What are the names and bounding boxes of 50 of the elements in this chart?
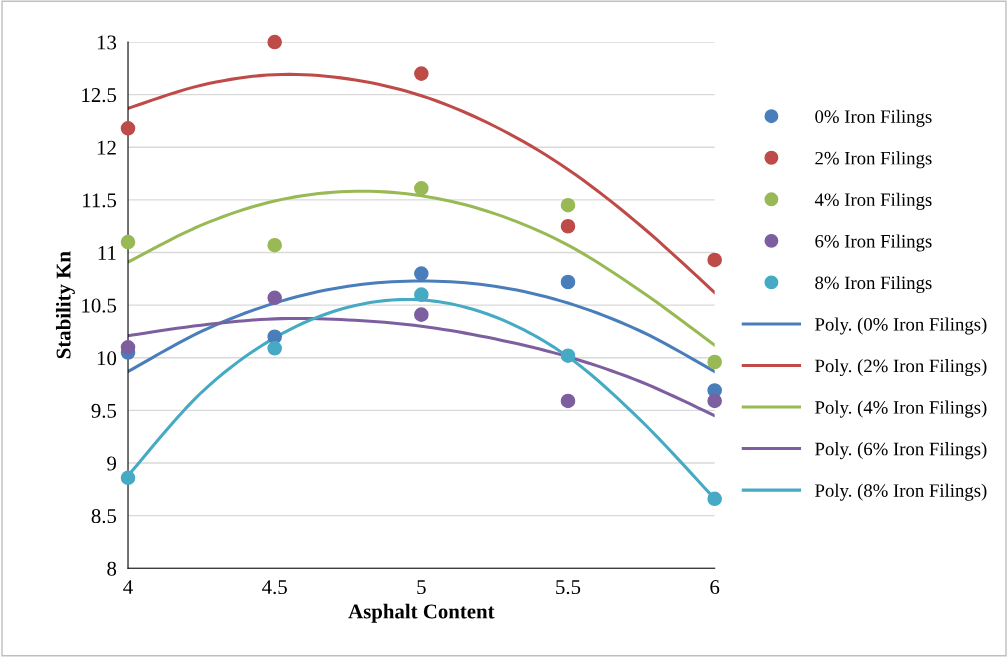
- x-tick-label: 5.5: [556, 580, 581, 595]
- point: [707, 354, 722, 370]
- legend-label: Poly. (2% Iron Filings): [815, 359, 987, 377]
- point: [120, 470, 136, 486]
- legend-label: Poly. (8% Iron Filings): [815, 483, 987, 501]
- point: [707, 491, 722, 507]
- y-tick-label: 8: [107, 561, 117, 576]
- legend-label: 4% Iron Filings: [814, 192, 932, 210]
- point: [267, 34, 282, 50]
- y-tick-label: 8.5: [91, 509, 117, 524]
- x-tick-label: 5: [417, 580, 426, 595]
- y-tick-label: 9: [107, 456, 117, 471]
- y-tick-label: 12.5: [82, 88, 117, 103]
- x-tick-label: 4.5: [262, 580, 287, 595]
- point: [120, 121, 136, 136]
- point: [560, 197, 576, 213]
- point: [120, 234, 136, 250]
- point: [414, 181, 429, 196]
- y-tick-label: 11: [98, 246, 116, 260]
- legend-label: Poly. (4% Iron Filings): [815, 400, 987, 418]
- point: [414, 66, 429, 81]
- point: [707, 252, 722, 268]
- point: [414, 307, 429, 322]
- x-tick-label: 6: [710, 580, 720, 595]
- legend-label: Poly. (0% Iron Filings): [815, 317, 987, 335]
- legend-label: Poly. (6% Iron Filings): [815, 442, 987, 460]
- y-tick-label: 11.5: [83, 193, 117, 208]
- point: [267, 237, 282, 253]
- point: [414, 287, 429, 302]
- y-axis-title: Stability Kn: [55, 251, 75, 359]
- legend-label: 6% Iron Filings: [815, 234, 932, 252]
- y-tick-label: 13: [97, 35, 117, 50]
- point: [560, 274, 576, 290]
- point: [120, 339, 136, 355]
- legend-label: 0% Iron Filings: [815, 109, 932, 127]
- y-tick-label: 12: [97, 140, 116, 155]
- y-tick-label: 10: [97, 351, 117, 366]
- legend-label: 2% Iron Filings: [815, 151, 932, 169]
- legend-label: 8% Iron Filings: [815, 275, 932, 293]
- y-tick-label: 9.5: [91, 403, 117, 418]
- x-tick-label: 4: [123, 580, 133, 594]
- y-tick-label: 10.5: [82, 298, 117, 313]
- point: [414, 266, 429, 281]
- point: [267, 341, 282, 356]
- point: [560, 218, 576, 234]
- point: [560, 348, 576, 363]
- point: [267, 290, 282, 306]
- point: [707, 393, 722, 409]
- x-axis-title: Asphalt Content: [348, 603, 495, 623]
- point: [560, 393, 576, 409]
